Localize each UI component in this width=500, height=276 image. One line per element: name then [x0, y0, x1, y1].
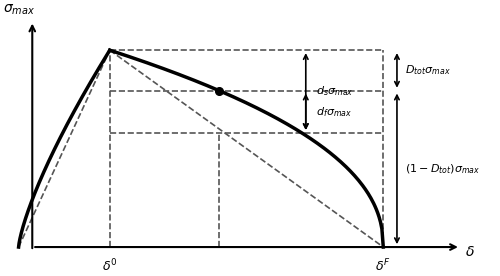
- Text: $\delta^F$: $\delta^F$: [376, 258, 391, 274]
- Text: $\delta^0$: $\delta^0$: [102, 258, 118, 274]
- Text: $d_s\sigma_{max}$: $d_s\sigma_{max}$: [316, 85, 354, 99]
- Text: $\delta$: $\delta$: [466, 245, 475, 259]
- Text: $(1 - D_{tot})\sigma_{max}$: $(1 - D_{tot})\sigma_{max}$: [405, 162, 480, 176]
- Text: $\sigma_{max}$: $\sigma_{max}$: [2, 2, 34, 17]
- Text: $d_f\sigma_{max}$: $d_f\sigma_{max}$: [316, 105, 352, 119]
- Text: $D_{tot}\sigma_{max}$: $D_{tot}\sigma_{max}$: [405, 63, 451, 77]
